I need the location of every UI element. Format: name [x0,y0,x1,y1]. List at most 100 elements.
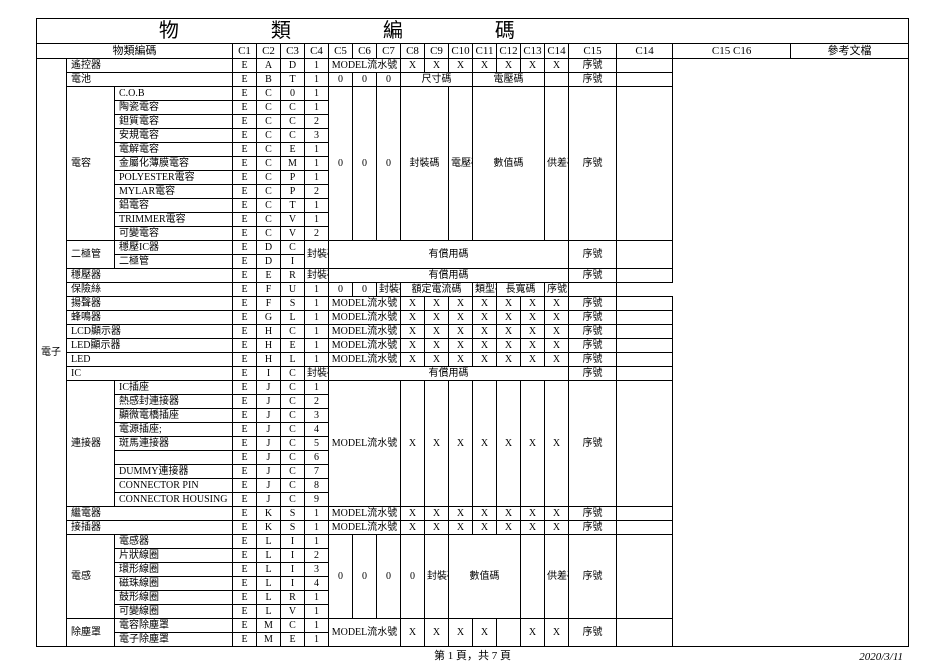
group-diode: 二極管 [67,241,115,269]
row-name: 電源插座; [115,423,233,437]
row-name [115,451,233,465]
row-name: 穩壓器 [67,269,233,283]
row-name: IC [67,367,233,381]
value-code: 數值碼 [473,87,545,241]
row-name: 電解電容 [115,143,233,157]
model-code: MODEL流水號 [329,311,401,325]
group-inductor: 電感 [67,535,115,619]
page-footer: 第 1 頁，共 7 頁 2020/3/11 [0,647,945,663]
coding-table: 物 類 編 碼物類編碼C1C2C3C4C5C6C7C8C9C10C11C12C1… [36,18,909,647]
row-name: 揚聲器 [67,297,233,311]
ref-cell [617,381,673,507]
col-C13: C13 [521,44,545,59]
serial: 序號 [569,297,617,311]
serial: 序號 [569,381,617,507]
ref-cell [617,59,673,73]
model-code: MODEL流水號 [329,325,401,339]
row-name: 二極管 [115,255,233,269]
ref-cell [617,325,673,339]
group-cover: 除塵罩 [67,619,115,647]
pkg-code: 封裝碼 [425,535,449,619]
serial: 序號 [569,339,617,353]
model-code: MODEL流水號 [329,521,401,535]
row-name: MYLAR電容 [115,185,233,199]
ref-cell [617,311,673,325]
row-name: CONNECTOR PIN [115,479,233,493]
paid-code: 有償用碼 [329,367,569,381]
row-name: 顯微電橋插座 [115,409,233,423]
serial: 序號 [569,507,617,521]
serial: 序號 [545,283,569,297]
model-code: MODEL流水號 [329,381,401,507]
paid-code: 有償用碼 [329,269,569,283]
row-name: 電感器 [115,535,233,549]
ref-cell [569,283,617,297]
row-name: CONNECTOR HOUSING [115,493,233,507]
serial: 序號 [569,521,617,535]
paid-code: 有償用碼 [329,241,569,269]
page-date: 2020/3/11 [859,651,903,663]
col-C8: C8 [401,44,425,59]
row-name: 繼電器 [67,507,233,521]
row-name: 可變線圈 [115,605,233,619]
serial: 序號 [569,535,617,619]
ref-cell [617,339,673,353]
current-code: 額定電流碼 [401,283,473,297]
serial: 序號 [569,325,617,339]
pkg-code: 封裝碼 [401,87,449,241]
ref-cell [617,297,673,311]
row-name: TRIMMER電容 [115,213,233,227]
ref-cell [617,367,673,381]
col-C10: C10 [449,44,473,59]
serial: 序號 [569,619,617,647]
ref-cell [617,507,673,521]
model-code: MODEL流水號 [329,339,401,353]
serial: 序號 [569,241,617,269]
volt-code: 電壓碼 [449,87,473,241]
col-C1: C1 [233,44,257,59]
model-code: MODEL流水號 [329,59,401,73]
row-name: 片狀線圈 [115,549,233,563]
page-number: 第 1 頁，共 7 頁 [0,647,945,663]
row-name: DUMMY連接器 [115,465,233,479]
dim-code: 長寬碼 [497,283,545,297]
ref-cell [617,353,673,367]
serial: 序號 [569,269,617,283]
col-C11: C11 [473,44,497,59]
row-name: IC插座 [115,381,233,395]
model-code: MODEL流水號 [329,507,401,521]
col-C15: C15 [569,44,617,59]
serial: 序號 [569,87,617,241]
table-title: 物 類 編 碼 [37,19,673,44]
col-C12: C12 [497,44,521,59]
row-name: LED顯示器 [67,339,233,353]
ref-cell [617,73,673,87]
row-name: 穩壓IC器 [115,241,233,255]
col-C6: C6 [353,44,377,59]
pkg-code: 封裝碼 [377,283,401,297]
model-code: MODEL流水號 [329,297,401,311]
serial: 序號 [569,353,617,367]
header-ref: 參考文檔 [791,44,909,59]
col-C5: C5 [329,44,353,59]
size-code: 尺寸碼 [401,73,473,87]
tol-code: 供差碼 [545,87,569,241]
volt-code: 電壓碼 [473,73,545,87]
header-name: 物類編碼 [37,44,233,59]
col-C14: C14 [545,44,569,59]
group-connector: 連接器 [67,381,115,507]
row-name: 電子除塵罩 [115,633,233,647]
serial: 序號 [569,367,617,381]
serial: 序號 [569,311,617,325]
row-name: 蜂鳴器 [67,311,233,325]
row-name: 接插器 [67,521,233,535]
category-level0: 電子 [37,59,67,647]
tol-code: 供差碼 [545,535,569,619]
row-name: 保險絲 [67,283,233,297]
row-name: 電容除塵罩 [115,619,233,633]
col-C7: C7 [377,44,401,59]
ref-cell [617,241,673,269]
row-name: POLYESTER電容 [115,171,233,185]
serial: 序號 [569,73,617,87]
row-name: 金屬化薄膜電容 [115,157,233,171]
